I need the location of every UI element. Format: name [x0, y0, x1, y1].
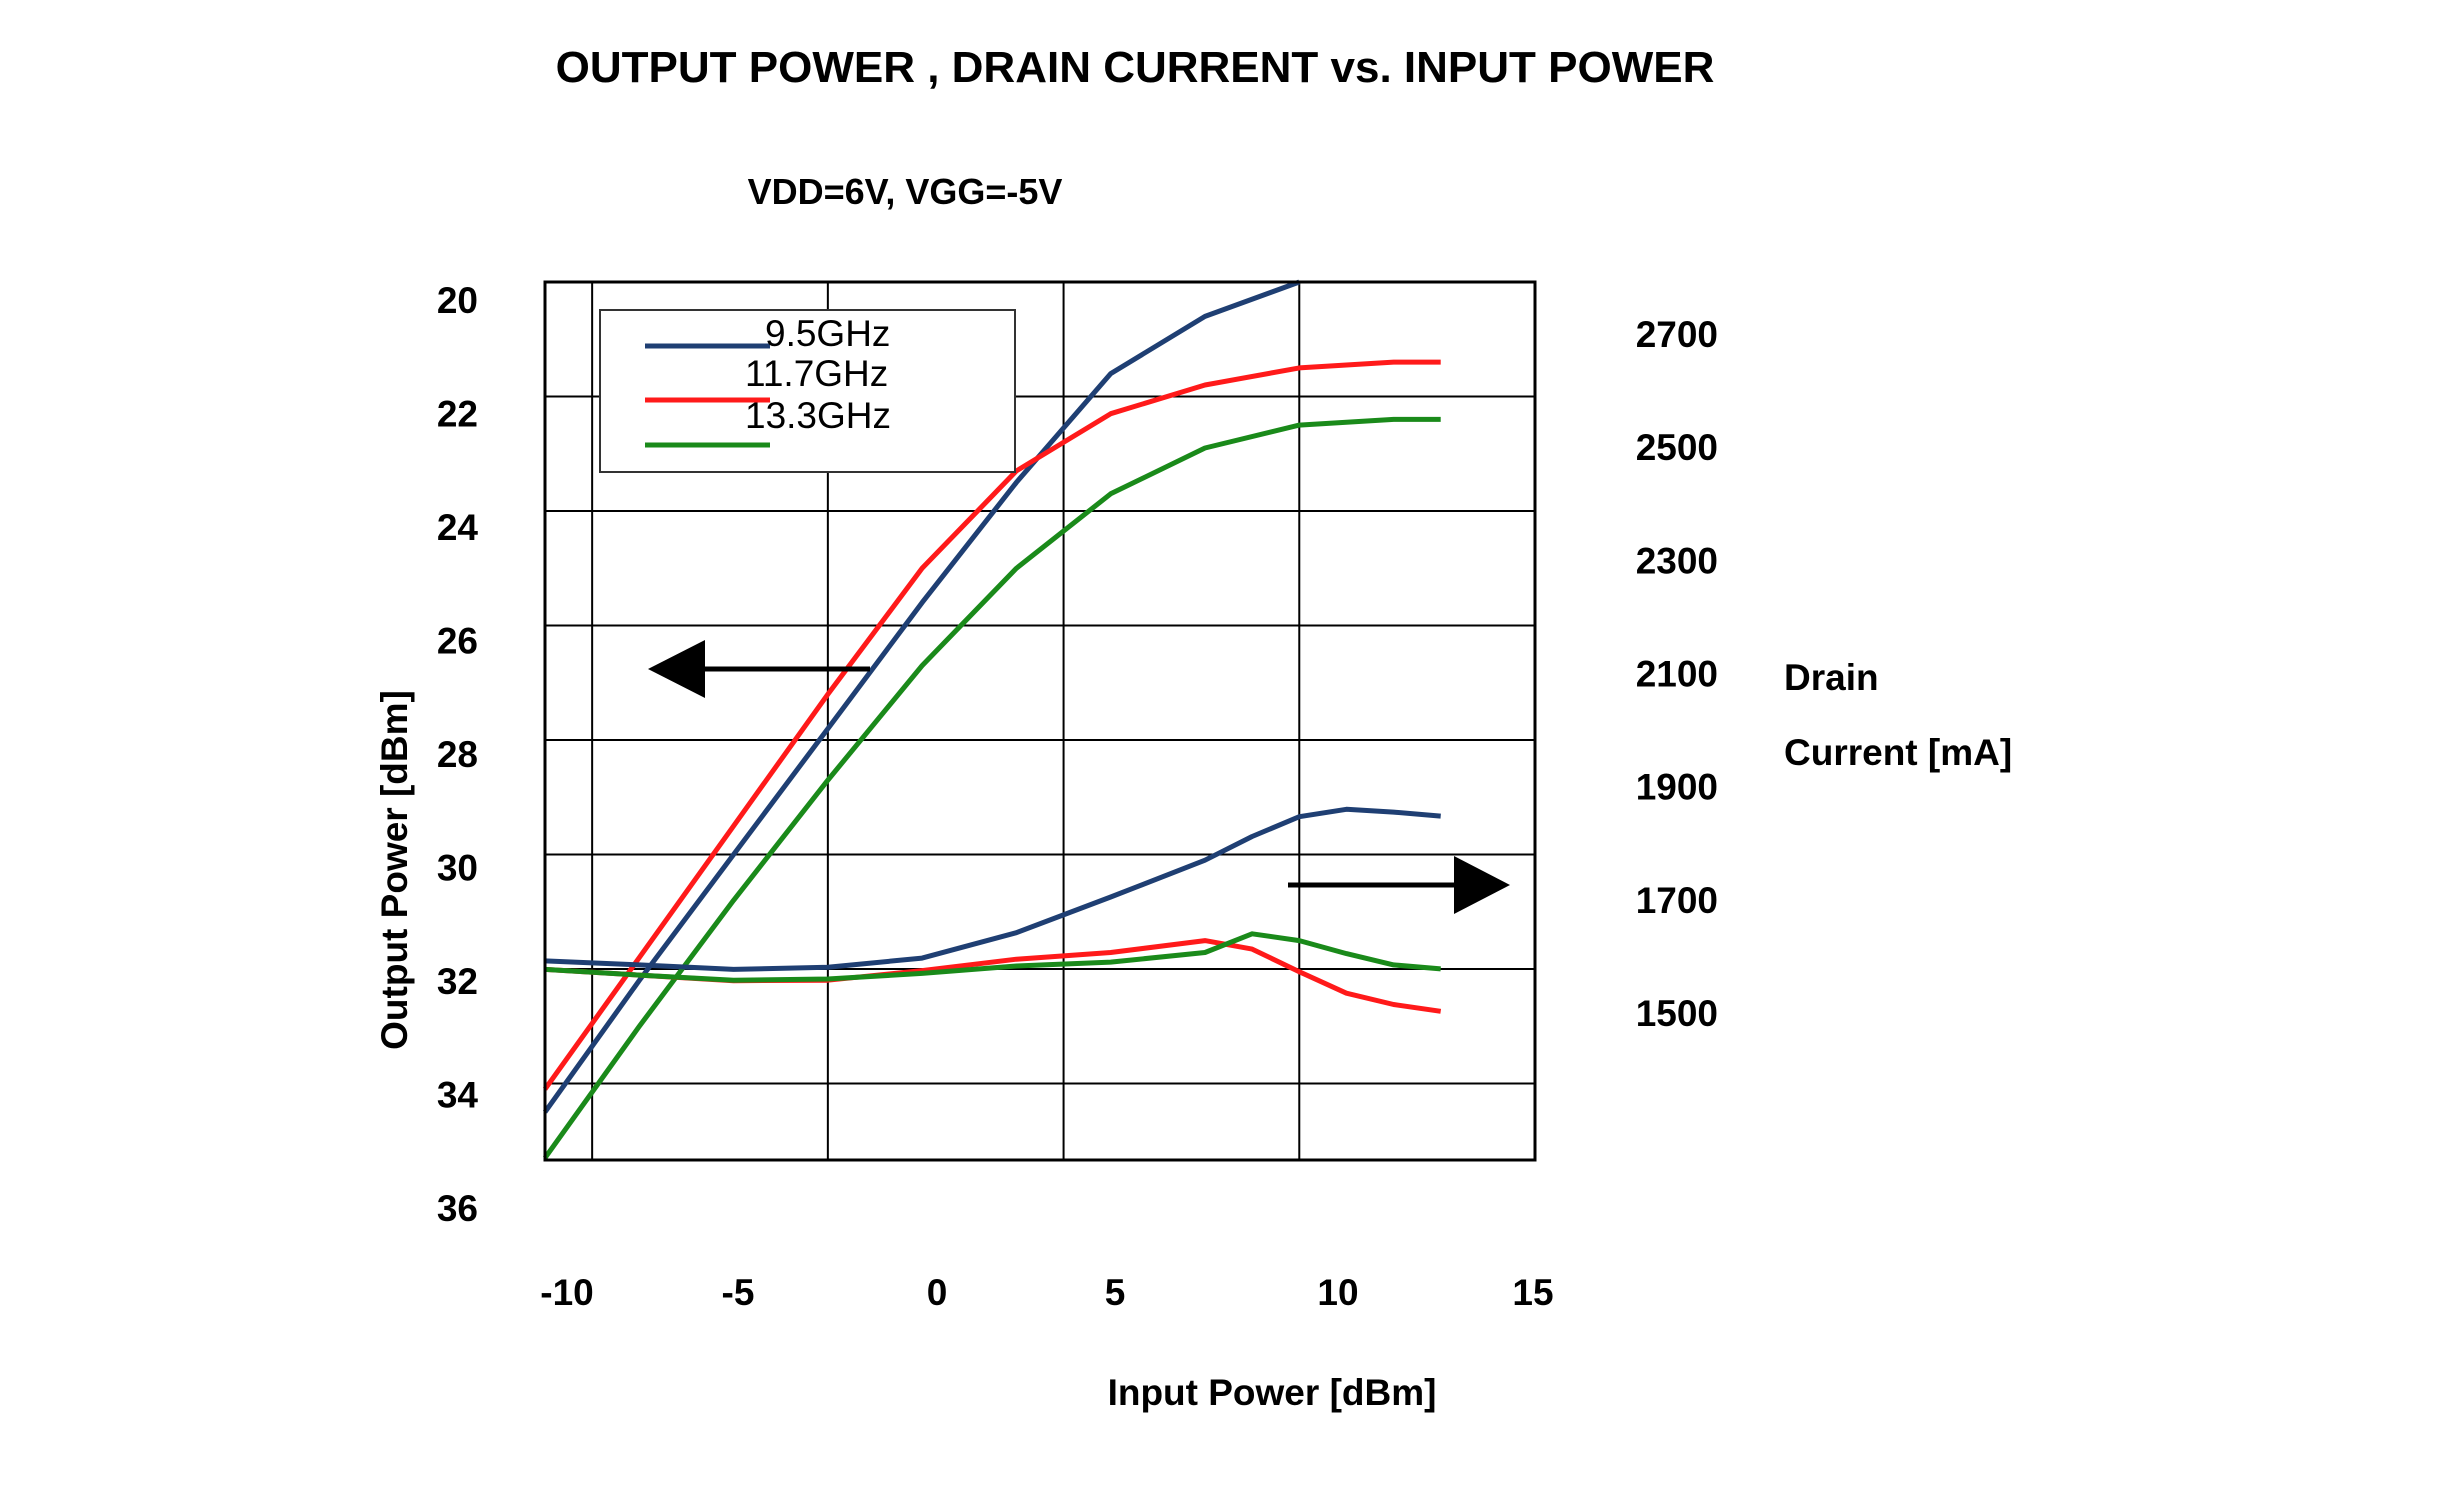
- y2-axis-label-line1: Drain: [1784, 657, 1879, 698]
- x-axis-label: Input Power [dBm]: [1108, 1372, 1437, 1413]
- legend-label-13-3ghz: 13.3GHz: [745, 395, 891, 436]
- x-tick-label: -10: [540, 1272, 593, 1313]
- chart-subtitle: VDD=6V, VGG=-5V: [748, 171, 1063, 212]
- legend: 9.5GHz 11.7GHz 13.3GHz: [599, 309, 1016, 473]
- series-current-13-3ghz: [544, 931, 1441, 983]
- tick-labels: -10 -5 0 5 10 15 20 22 24 26 28 30 32 34 36 1500 1700 190…: [437, 280, 1718, 1313]
- y-tick-label: 36: [437, 1188, 478, 1229]
- y2-tick-label: 2500: [1636, 427, 1718, 468]
- plot-frame: [543, 280, 1537, 1162]
- y-tick-label: 20: [437, 280, 478, 321]
- y2-tick-label: 1700: [1636, 880, 1718, 921]
- y2-tick-label: 2700: [1636, 314, 1718, 355]
- x-tick-label: 0: [927, 1272, 948, 1313]
- arrow-left: [648, 640, 870, 698]
- y-tick-label: 24: [437, 507, 479, 548]
- legend-label-9-5ghz: 9.5GHz: [765, 313, 890, 354]
- x-tick-label: 15: [1512, 1272, 1553, 1313]
- y-tick-label: 28: [437, 734, 478, 775]
- x-tick-label: -5: [722, 1272, 755, 1313]
- series-current-9-5ghz: [544, 806, 1441, 972]
- y-tick-label: 22: [437, 394, 478, 435]
- y-axis-label: Output Power [dBm]: [374, 690, 415, 1050]
- x-tick-label: 10: [1317, 1272, 1358, 1313]
- y-tick-label: 30: [437, 848, 478, 889]
- arrow-right: [1288, 856, 1510, 914]
- y-tick-label: 34: [437, 1075, 479, 1116]
- series-power-9-5ghz: [542, 279, 1301, 1114]
- y2-tick-label: 1900: [1636, 767, 1718, 808]
- y-tick-label: 26: [437, 621, 478, 662]
- series-lines: [542, 279, 1442, 1160]
- y2-tick-label: 1500: [1636, 993, 1718, 1034]
- y2-axis-label-line2: Current [mA]: [1784, 732, 2012, 773]
- y2-tick-label: 2300: [1636, 540, 1718, 581]
- x-tick-label: 5: [1105, 1272, 1126, 1313]
- series-power-13-3ghz: [542, 416, 1441, 1160]
- legend-label-11-7ghz: 11.7GHz: [745, 353, 888, 394]
- chart-title: OUTPUT POWER , DRAIN CURRENT vs. INPUT P…: [556, 43, 1715, 92]
- y-tick-label: 32: [437, 961, 478, 1002]
- series-power-11-7ghz: [542, 359, 1441, 1091]
- y2-tick-label: 2100: [1636, 654, 1718, 695]
